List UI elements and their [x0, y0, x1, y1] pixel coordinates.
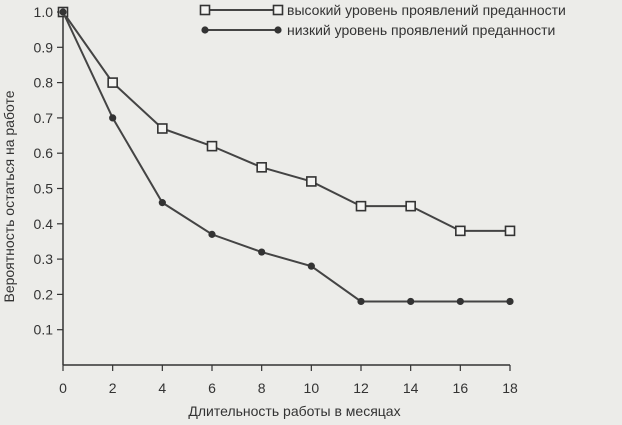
legend-marker	[274, 26, 282, 34]
series-line-2	[62, 11, 510, 303]
data-point	[206, 140, 218, 152]
x-tick-label: 6	[208, 380, 216, 396]
data-point	[256, 162, 267, 173]
y-tick-label: 0.9	[34, 39, 54, 55]
data-point	[158, 199, 166, 207]
x-tick-labels: 0 2 4 6 8 10 12 14 16 18	[59, 365, 518, 396]
y-tick-labels: 0.1 0.2 0.3 0.4 0.5 0.6 0.7 0.8 0.9 1.0	[34, 4, 63, 338]
y-tick-label: 0.6	[34, 145, 54, 161]
data-point	[306, 176, 317, 187]
y-tick-label: 0.7	[34, 110, 54, 126]
data-point	[208, 230, 216, 238]
x-tick-label: 16	[453, 380, 469, 396]
legend-marker	[199, 4, 211, 16]
y-axis-title: Вероятность остаться на работе	[1, 90, 17, 302]
legend-label: высокий уровень проявлений преданности	[287, 2, 566, 18]
y-tick-label: 0.4	[34, 216, 54, 232]
legend-marker	[201, 26, 209, 34]
axes	[62, 12, 510, 366]
x-tick-label: 18	[502, 380, 518, 396]
data-point	[506, 297, 514, 306]
y-tick-label: 0.5	[34, 181, 54, 197]
data-point	[307, 262, 315, 270]
legend-label: низкий уровень проявлений преданности	[287, 22, 555, 38]
series-1	[57, 6, 516, 237]
data-point	[456, 297, 464, 306]
data-point	[504, 225, 516, 237]
data-point	[107, 77, 118, 88]
data-point	[455, 225, 466, 237]
data-point	[258, 248, 266, 256]
x-tick-label: 12	[353, 380, 369, 396]
y-tick-label: 0.3	[34, 251, 54, 267]
y-tick-label: 0.8	[34, 75, 54, 91]
data-point	[355, 200, 367, 212]
series-layer	[57, 6, 516, 306]
series-2	[59, 8, 514, 306]
x-tick-label: 2	[109, 380, 117, 396]
x-axis-title: Длительность работы в месяцах	[188, 403, 400, 419]
data-point	[59, 8, 67, 16]
data-point	[407, 297, 415, 306]
legend-item-2: низкий уровень проявлений преданности	[201, 22, 555, 38]
y-tick-label: 0.1	[34, 322, 54, 338]
legend-marker	[272, 4, 284, 16]
legend: высокий уровень проявлений преданности ни…	[199, 2, 566, 38]
x-tick-label: 0	[59, 380, 67, 396]
x-tick-label: 14	[403, 380, 419, 396]
data-point	[405, 200, 416, 212]
data-point	[109, 114, 117, 122]
x-tick-label: 10	[304, 380, 320, 396]
data-point	[357, 297, 365, 306]
y-tick-label: 0.2	[34, 286, 54, 302]
legend-item-1: высокий уровень проявлений преданности	[199, 2, 566, 18]
data-point	[157, 123, 168, 134]
series-line-1	[62, 11, 510, 232]
x-tick-label: 4	[158, 380, 166, 396]
y-tick-label: 1.0	[34, 4, 54, 20]
x-tick-label: 8	[258, 380, 266, 396]
